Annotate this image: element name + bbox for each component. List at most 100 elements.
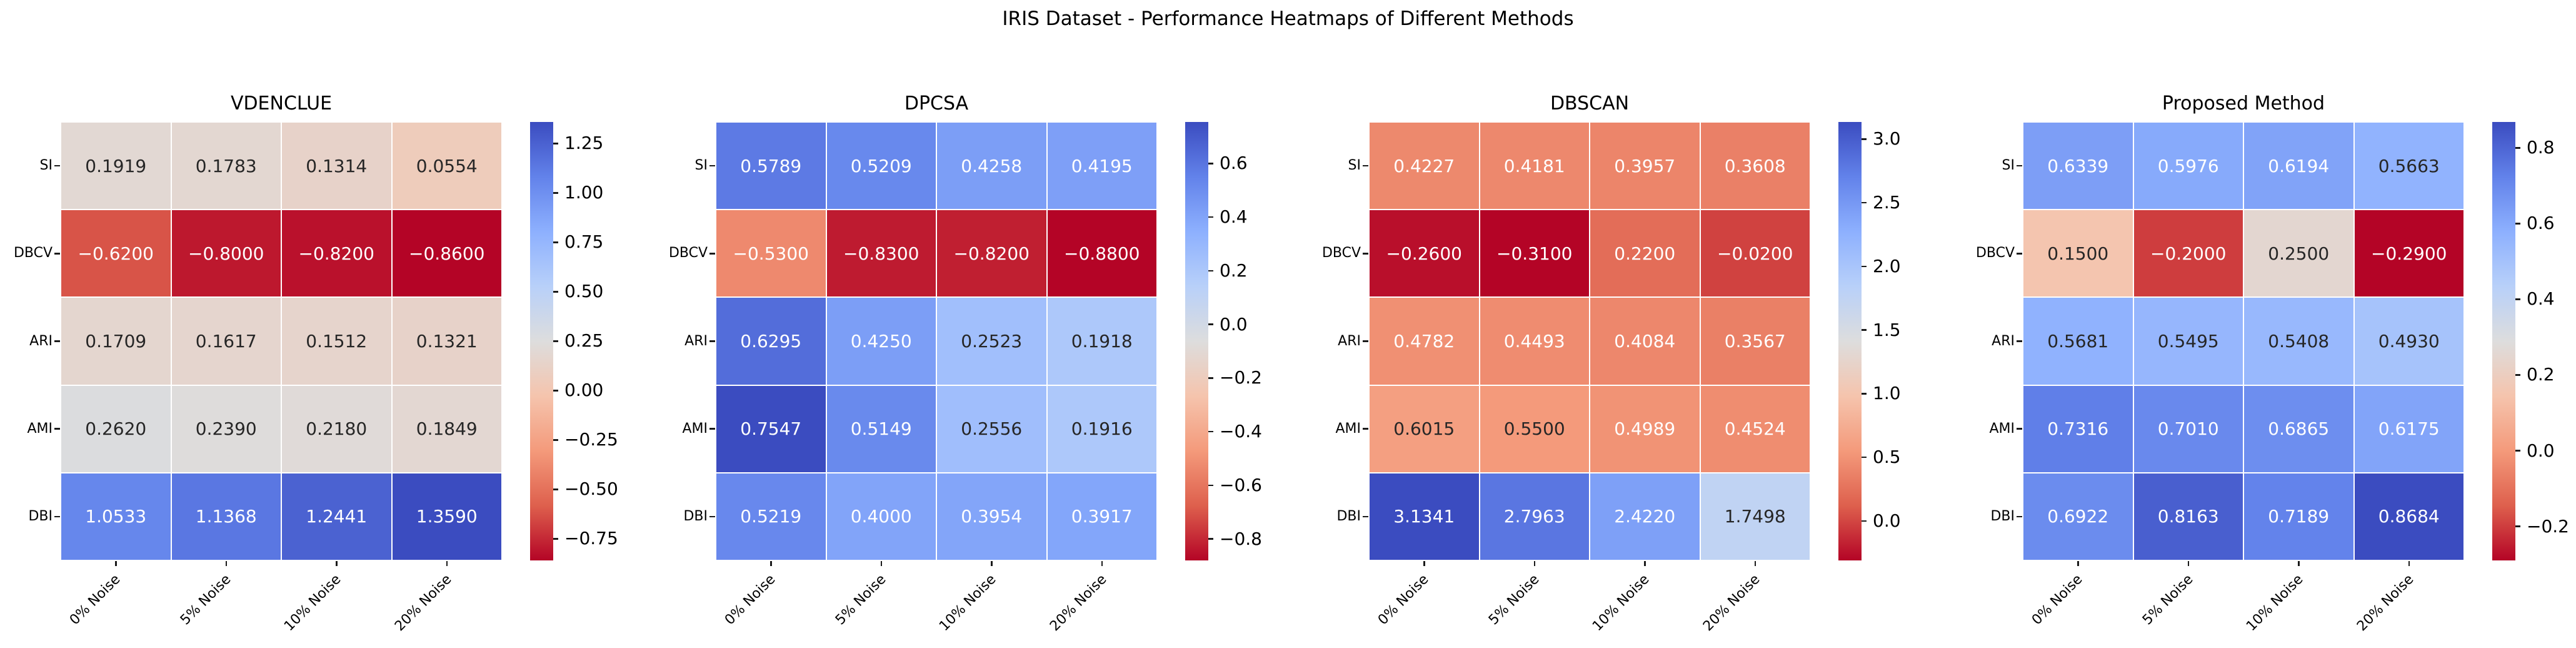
x-tick-mark [115,561,117,566]
colorbar-tick-label: 0.8 [2527,137,2555,158]
colorbar-tick-label: 2.0 [1873,255,1901,276]
heatmap-cell: 0.6194 [2243,122,2354,210]
heatmap-cell: 0.1512 [281,297,392,385]
y-tick-label: AMI [27,420,53,437]
heatmap-cell: 0.4524 [1700,385,1810,473]
y-tick-label: DBI [28,508,53,524]
heatmap-cell: 0.8684 [2353,472,2464,560]
heatmap-cell: 0.6295 [716,297,826,385]
colorbar-tick-label: 0.25 [564,330,604,352]
heatmap-cell: 0.1321 [391,297,502,385]
y-tick-mark [2017,253,2022,255]
heatmap-panel-vdenclue: VDENCLUE 0.1919 0.1783 0.1314 0.0554 −0.6200… [0,0,650,648]
heatmap-cell: −0.3100 [1479,210,1590,298]
heatmap-cell: −0.8600 [391,210,502,298]
colorbar-tick-mark [553,390,558,392]
y-tick-mark [54,253,60,255]
heatmap-cell: 1.2441 [281,472,392,560]
heatmap-cell: 0.5408 [2243,297,2354,385]
heatmap-cell: 0.5495 [2133,297,2243,385]
x-tick-label: 0% Noise [722,571,779,629]
y-tick-label: DBCV [668,245,708,261]
heatmap-cell: 0.5209 [826,122,936,210]
colorbar-tick-label: 0.6 [2527,213,2555,234]
heatmap-cell: 0.4227 [1369,122,1480,210]
heatmap-cell: −0.2600 [1369,210,1480,298]
heatmap-cell: 0.2523 [936,297,1047,385]
heatmap-cell: 0.3567 [1700,297,1810,385]
colorbar-tick-label: 0.6 [1220,153,1248,174]
y-tick-label: ARI [684,333,708,349]
colorbar-tick-mark [2515,147,2520,149]
colorbar-tick-label: −0.2 [1220,367,1262,388]
y-tick-label: AMI [1989,420,2015,437]
x-tick-label: 10% Noise [2243,571,2307,635]
heatmap-cell: 0.1617 [171,297,281,385]
y-tick-label: AMI [1335,420,1361,437]
heatmap-cell: 0.5663 [2353,122,2464,210]
heatmap-cell: 0.5789 [716,122,826,210]
heatmap-cell: 0.5976 [2133,122,2243,210]
heatmap-title: VDENCLUE [230,93,333,114]
x-tick-label: 0% Noise [1375,571,1432,629]
colorbar-tick-mark [553,291,558,293]
heatmap-cell: 0.4195 [1046,122,1157,210]
colorbar-tick-label: −0.2 [2527,515,2569,537]
y-tick-label: ARI [29,333,53,349]
heatmap-cell: 0.1918 [1046,297,1157,385]
heatmap-cell: 0.6865 [2243,385,2354,473]
x-tick-label: 20% Noise [1700,571,1763,635]
heatmap-cell: 0.4989 [1590,385,1700,473]
y-tick-label: SI [694,158,708,174]
heatmap-cell: 0.6175 [2353,385,2464,473]
heatmap-cell: 0.5681 [2023,297,2133,385]
colorbar-tick-label: −0.50 [564,478,618,500]
heatmap-cell: 0.7316 [2023,385,2133,473]
x-tick-mark [2298,561,2300,566]
colorbar-tick-label: −0.6 [1220,474,1262,495]
heatmap-cell: 2.7963 [1479,472,1590,560]
heatmap-cell: 2.4220 [1590,472,1700,560]
heatmap-cell: 3.1341 [1369,472,1480,560]
y-tick-mark [709,253,715,255]
x-tick-label: 10% Noise [281,571,344,635]
heatmap-panel-proposed-method: Proposed Method 0.6339 0.5976 0.6194 0.5663… [1962,0,2576,648]
x-tick-label: 20% Noise [391,571,455,635]
x-tick-label: 0% Noise [2029,571,2086,629]
heatmap-cell: 0.1783 [171,122,281,210]
colorbar-tick-mark [1208,270,1213,272]
y-tick-label: ARI [1338,333,1361,349]
x-tick-label: 5% Noise [2139,571,2197,629]
y-tick-label: DBCV [1321,245,1361,261]
x-tick-mark [1644,561,1646,566]
y-tick-label: SI [2002,158,2015,174]
heatmap-cell: −0.8800 [1046,210,1157,298]
y-tick-label: DBI [1336,508,1361,524]
heatmap-cell: 0.7189 [2243,472,2354,560]
figure-suptitle: IRIS Dataset - Performance Heatmaps of D… [1002,8,1574,30]
heatmap-cell: 0.2620 [61,385,171,473]
heatmap-cell: 0.2200 [1590,210,1700,298]
heatmap-cell: 0.3957 [1590,122,1700,210]
colorbar-tick-label: 2.5 [1873,192,1901,213]
y-tick-label: SI [39,158,53,174]
x-tick-mark [1101,561,1103,566]
heatmap-cell: 0.1314 [281,122,392,210]
y-tick-label: DBCV [13,245,53,261]
y-tick-mark [709,428,715,430]
colorbar-tick-label: 0.2 [1220,260,1248,281]
x-tick-mark [991,561,993,566]
colorbar-tick-mark [1208,377,1213,379]
colorbar-tick-label: 0.0 [1873,510,1901,531]
y-tick-mark [54,515,60,518]
heatmap-cell: −0.8200 [936,210,1047,298]
colorbar-tick-mark [2515,450,2520,452]
y-tick-mark [1363,515,1368,518]
heatmap-title: DBSCAN [1550,93,1630,114]
colorbar-tick-label: 1.0 [1873,383,1901,404]
x-tick-label: 10% Noise [1590,571,1653,635]
x-tick-mark [2187,561,2189,566]
heatmap-cell: −0.8200 [281,210,392,298]
heatmap-cell: 0.4258 [936,122,1047,210]
colorbar-tick-mark [553,192,558,194]
